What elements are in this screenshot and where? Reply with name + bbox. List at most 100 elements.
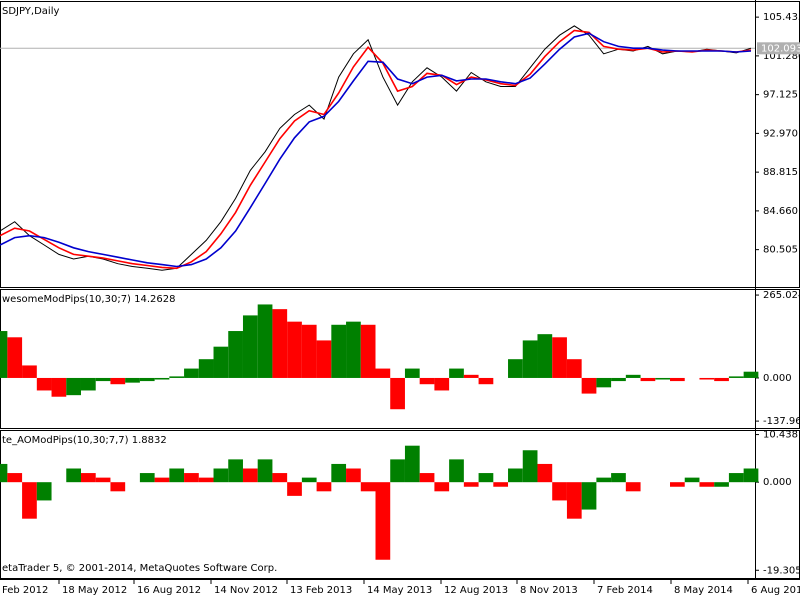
- last-price-label: 102.093: [761, 43, 800, 54]
- y-tick-label: 0.000: [763, 477, 792, 488]
- histogram-bar: [228, 331, 243, 378]
- histogram-bar: [95, 377, 111, 382]
- histogram-bar: [257, 459, 273, 483]
- histogram-bar: [493, 482, 509, 487]
- histogram-bar: [508, 359, 523, 378]
- histogram-bar: [390, 377, 405, 410]
- histogram-bar: [640, 377, 656, 382]
- histogram-bar: [625, 482, 641, 492]
- histogram-bar: [36, 377, 52, 391]
- histogram-bar: [728, 376, 744, 378]
- histogram-bar: [51, 377, 67, 397]
- histogram-bar: [434, 482, 450, 492]
- histogram-bar: [36, 482, 52, 501]
- y-tick-label: 88.815: [763, 167, 798, 178]
- x-tick-label: 8 May 2014: [674, 585, 733, 596]
- y-tick-label: -19.305: [763, 565, 800, 576]
- histogram-bar: [714, 377, 729, 382]
- histogram-bar: [596, 477, 612, 483]
- histogram-bar: [272, 309, 288, 378]
- histogram-bar: [228, 459, 243, 483]
- histogram-bar: [728, 473, 744, 483]
- histogram-bar: [80, 377, 96, 391]
- histogram-bar: [272, 473, 288, 483]
- histogram-bar: [169, 468, 185, 483]
- histogram-bar: [463, 482, 479, 487]
- histogram-bar: [596, 377, 612, 388]
- histogram-bar: [66, 377, 81, 396]
- y-tick-label: 265.024: [763, 290, 800, 301]
- histogram-bar: [522, 340, 538, 378]
- y-tick-label: 84.660: [763, 206, 798, 217]
- histogram-bar: [434, 377, 450, 391]
- histogram-bar: [95, 477, 111, 483]
- histogram-bar: [463, 374, 479, 378]
- y-tick-label: 10.438: [763, 430, 798, 441]
- histogram-bar: [287, 321, 302, 378]
- histogram-bar: [449, 459, 464, 483]
- histogram-bar: [537, 463, 553, 483]
- histogram-bar: [611, 473, 626, 483]
- histogram-bar: [331, 463, 347, 483]
- histogram-bar: [184, 368, 199, 378]
- histogram-bar: [110, 377, 126, 385]
- x-tick-label: 14 Nov 2012: [214, 585, 278, 596]
- y-tick-label: 0.000: [763, 373, 792, 384]
- x-tick-label: 6 Aug 201: [751, 585, 800, 596]
- histogram-bar: [0, 331, 8, 378]
- histogram-bar: [22, 482, 37, 519]
- histogram-bar: [125, 377, 140, 383]
- histogram-bar: [110, 482, 126, 492]
- x-tick-label: Feb 2012: [2, 585, 48, 596]
- histogram-bar: [154, 377, 170, 380]
- histogram-bar: [655, 377, 671, 380]
- copyright: etaTrader 5, © 2001-2014, MetaQuotes Sof…: [2, 563, 277, 574]
- histogram-bar: [478, 473, 494, 483]
- histogram-bar: [522, 450, 538, 483]
- histogram-bar: [670, 377, 685, 382]
- histogram-bar: [449, 368, 464, 378]
- last-price-box: [757, 42, 800, 55]
- histogram-bar: [154, 477, 170, 483]
- pane-title: SDJPY,Daily: [2, 6, 59, 17]
- y-tick-label: 92.970: [763, 128, 798, 139]
- pane-title: te_AOModPips(10,30;7,7) 1.8832: [2, 435, 167, 446]
- histogram-bar: [375, 482, 391, 560]
- histogram-bar: [80, 473, 96, 483]
- histogram-bar: [404, 445, 420, 483]
- histogram-bar: [375, 368, 391, 378]
- x-tick-label: 7 Feb 2014: [597, 585, 653, 596]
- histogram-bar: [566, 482, 582, 519]
- x-tick-label: 18 May 2012: [62, 585, 127, 596]
- histogram-bar: [301, 477, 317, 483]
- histogram-bar: [242, 468, 258, 483]
- histogram-bar: [537, 334, 553, 378]
- x-tick-label: 8 Nov 2013: [520, 585, 578, 596]
- histogram-bar: [346, 468, 361, 483]
- histogram-bar: [242, 315, 258, 378]
- y-tick-label: 101.280: [763, 51, 800, 62]
- histogram-bar: [301, 324, 317, 378]
- histogram-bar: [611, 377, 626, 382]
- histogram-bar: [743, 468, 759, 483]
- histogram-bar: [360, 482, 376, 492]
- y-tick-label: 97.125: [763, 90, 798, 101]
- histogram-bar: [566, 359, 582, 378]
- histogram-bar: [0, 463, 8, 483]
- y-tick-label: -137.96: [763, 416, 800, 427]
- histogram-bar: [198, 359, 214, 378]
- histogram-bar: [22, 365, 37, 378]
- histogram-bar: [419, 473, 435, 483]
- y-tick-label: 80.505: [763, 245, 798, 256]
- histogram-bar: [331, 324, 347, 378]
- histogram-bar: [257, 304, 273, 378]
- histogram-bar: [213, 468, 229, 483]
- histogram-bar: [581, 482, 597, 510]
- histogram-bar: [360, 324, 376, 378]
- histogram-bar: [213, 346, 229, 378]
- histogram-bar: [404, 368, 420, 378]
- histogram-bar: [670, 482, 685, 487]
- x-tick-label: 13 Feb 2013: [290, 585, 352, 596]
- histogram-bar: [316, 340, 332, 378]
- histogram-bar: [198, 477, 214, 483]
